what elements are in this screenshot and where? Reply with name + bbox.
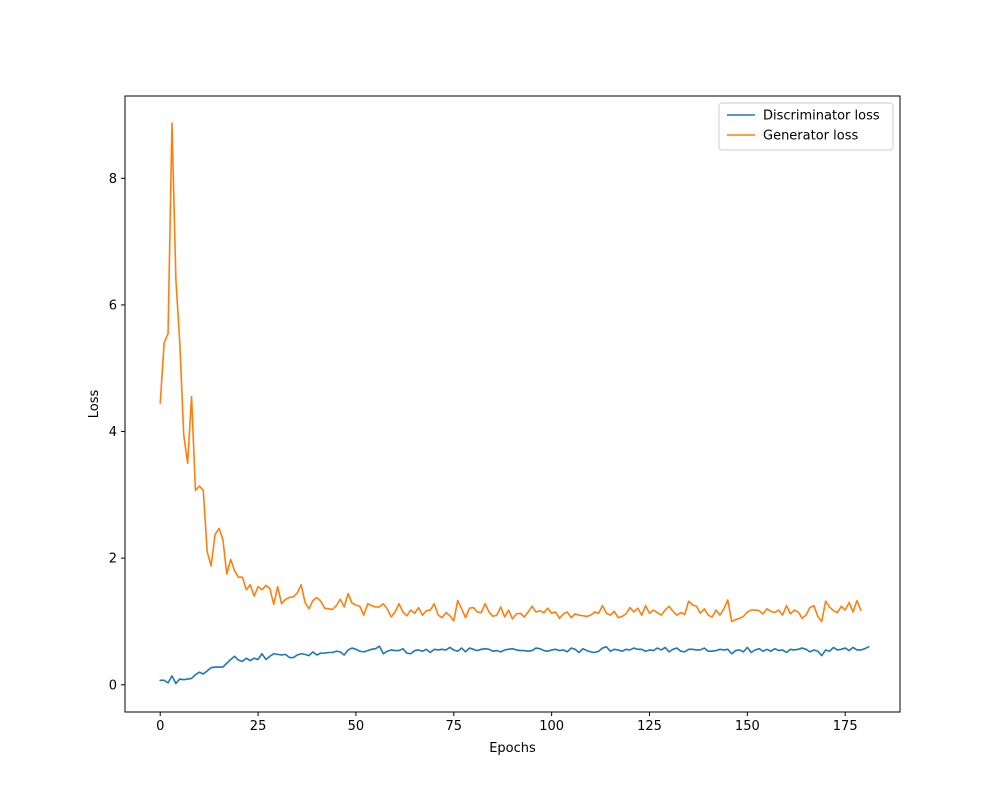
y-axis-label: Loss	[87, 390, 102, 419]
legend-box	[718, 102, 894, 151]
series-line-1	[159, 122, 862, 623]
y-tick-label: 0	[109, 678, 117, 693]
series-line-0	[159, 645, 870, 685]
x-tick-label: 150	[735, 719, 760, 734]
x-tick-label: 25	[250, 719, 267, 734]
x-tick-label: 175	[833, 719, 858, 734]
y-tick-label: 6	[109, 298, 117, 313]
y-axis-ticks: 0 2 4 6 8	[109, 172, 125, 693]
legend: Discriminator loss Generator loss	[718, 102, 894, 151]
x-axis-label: Epochs	[489, 741, 536, 756]
y-tick-label: 2	[109, 552, 117, 567]
x-tick-label: 0	[156, 719, 164, 734]
x-tick-label: 75	[446, 719, 463, 734]
y-tick-label: 8	[109, 172, 117, 187]
x-axis-ticks: 0 25 50 75 100 125 150 175	[156, 712, 858, 734]
legend-label-1: Generator loss	[763, 129, 858, 144]
y-tick-label: 4	[109, 425, 117, 440]
x-tick-label: 50	[348, 719, 365, 734]
x-tick-label: 125	[637, 719, 662, 734]
x-tick-label: 100	[539, 719, 564, 734]
plot-area	[159, 122, 870, 685]
axes-frame	[124, 95, 901, 713]
legend-label-0: Discriminator loss	[763, 109, 880, 124]
